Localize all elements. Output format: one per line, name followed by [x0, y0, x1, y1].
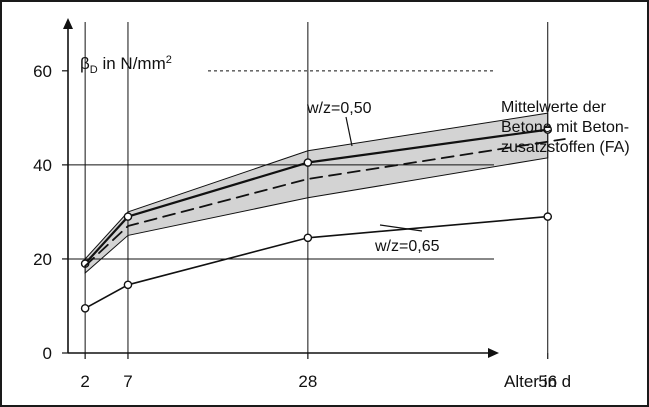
y-tick-label-40: 40	[33, 156, 52, 175]
y-tick-label-60: 60	[33, 62, 52, 81]
annotation-text-w-z-065: w/z=0,65	[374, 238, 440, 255]
series-0-point-1	[123, 212, 133, 221]
series-line-1	[84, 138, 566, 267]
x-tick-label-56: 56	[538, 372, 557, 391]
annotation-line-1: Betone mit Beton-	[501, 119, 629, 136]
y-axis-arrow	[63, 18, 73, 29]
series-0-point-3	[543, 125, 553, 134]
annotation-leader-w-z-050	[345, 116, 353, 147]
y-axis-title: βD in N/mm2	[80, 54, 172, 76]
y-axis-title-subscript: D	[90, 64, 98, 76]
y-axis-title-symbol: β	[80, 54, 90, 73]
x-tick-label-2: 2	[80, 372, 89, 391]
y-axis-title-superscript: 2	[166, 54, 172, 66]
annotation-line-2: zusatzstoffen (FA)	[501, 139, 630, 156]
series-2-point-1	[123, 280, 133, 290]
series-2-point-2	[303, 233, 313, 243]
series-line-2	[84, 215, 549, 310]
series-2-point-3	[543, 212, 553, 221]
y-axis-title-suffix: in N/mm	[98, 54, 166, 73]
series-line-0	[84, 128, 549, 265]
x-axis-arrow	[488, 348, 499, 358]
x-axis-title: Alter in d	[504, 372, 571, 391]
annotation-text-mittelwerte: Mittelwerte der Betone mit Beton-zusatzst…	[501, 99, 630, 156]
series-2-point-0	[80, 304, 90, 313]
x-tick-label-28: 28	[298, 372, 317, 391]
series-0-point-2	[303, 158, 313, 167]
annotation-line-0: Mittelwerte der	[501, 99, 607, 116]
y-tick-label-0: 0	[43, 344, 52, 363]
range-band	[84, 112, 549, 275]
y-tick-label-20: 20	[33, 250, 52, 269]
annotation-leader-w-z-065	[379, 224, 423, 232]
annotation-text-w-z-050: w/z=0,50	[306, 100, 372, 117]
x-tick-label-7: 7	[123, 372, 132, 391]
